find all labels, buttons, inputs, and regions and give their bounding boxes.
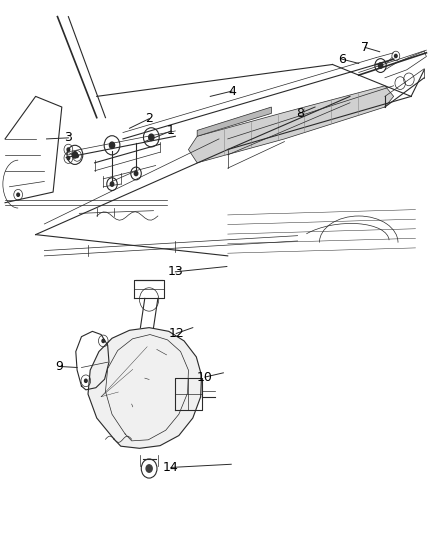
Text: 9: 9 — [56, 360, 64, 373]
Circle shape — [72, 152, 78, 158]
Circle shape — [67, 157, 70, 160]
Circle shape — [134, 171, 138, 175]
Circle shape — [146, 465, 152, 472]
Polygon shape — [188, 86, 394, 163]
Circle shape — [76, 155, 78, 158]
Circle shape — [110, 182, 114, 186]
Circle shape — [395, 54, 397, 58]
Circle shape — [17, 193, 19, 196]
Text: 10: 10 — [197, 370, 213, 384]
Text: 13: 13 — [167, 265, 183, 278]
Circle shape — [102, 340, 105, 343]
Text: 3: 3 — [64, 131, 72, 144]
Circle shape — [149, 134, 154, 141]
Text: 2: 2 — [145, 112, 153, 125]
Circle shape — [378, 63, 383, 68]
Text: 1: 1 — [167, 124, 175, 138]
Circle shape — [67, 148, 70, 151]
Text: 6: 6 — [338, 53, 346, 66]
Polygon shape — [88, 328, 201, 448]
Circle shape — [110, 142, 115, 149]
Text: 12: 12 — [168, 327, 184, 340]
Text: 7: 7 — [361, 41, 369, 54]
Text: 8: 8 — [296, 107, 304, 120]
Text: 4: 4 — [228, 85, 236, 98]
Polygon shape — [197, 107, 272, 136]
Text: 14: 14 — [163, 461, 179, 474]
Circle shape — [85, 379, 87, 382]
